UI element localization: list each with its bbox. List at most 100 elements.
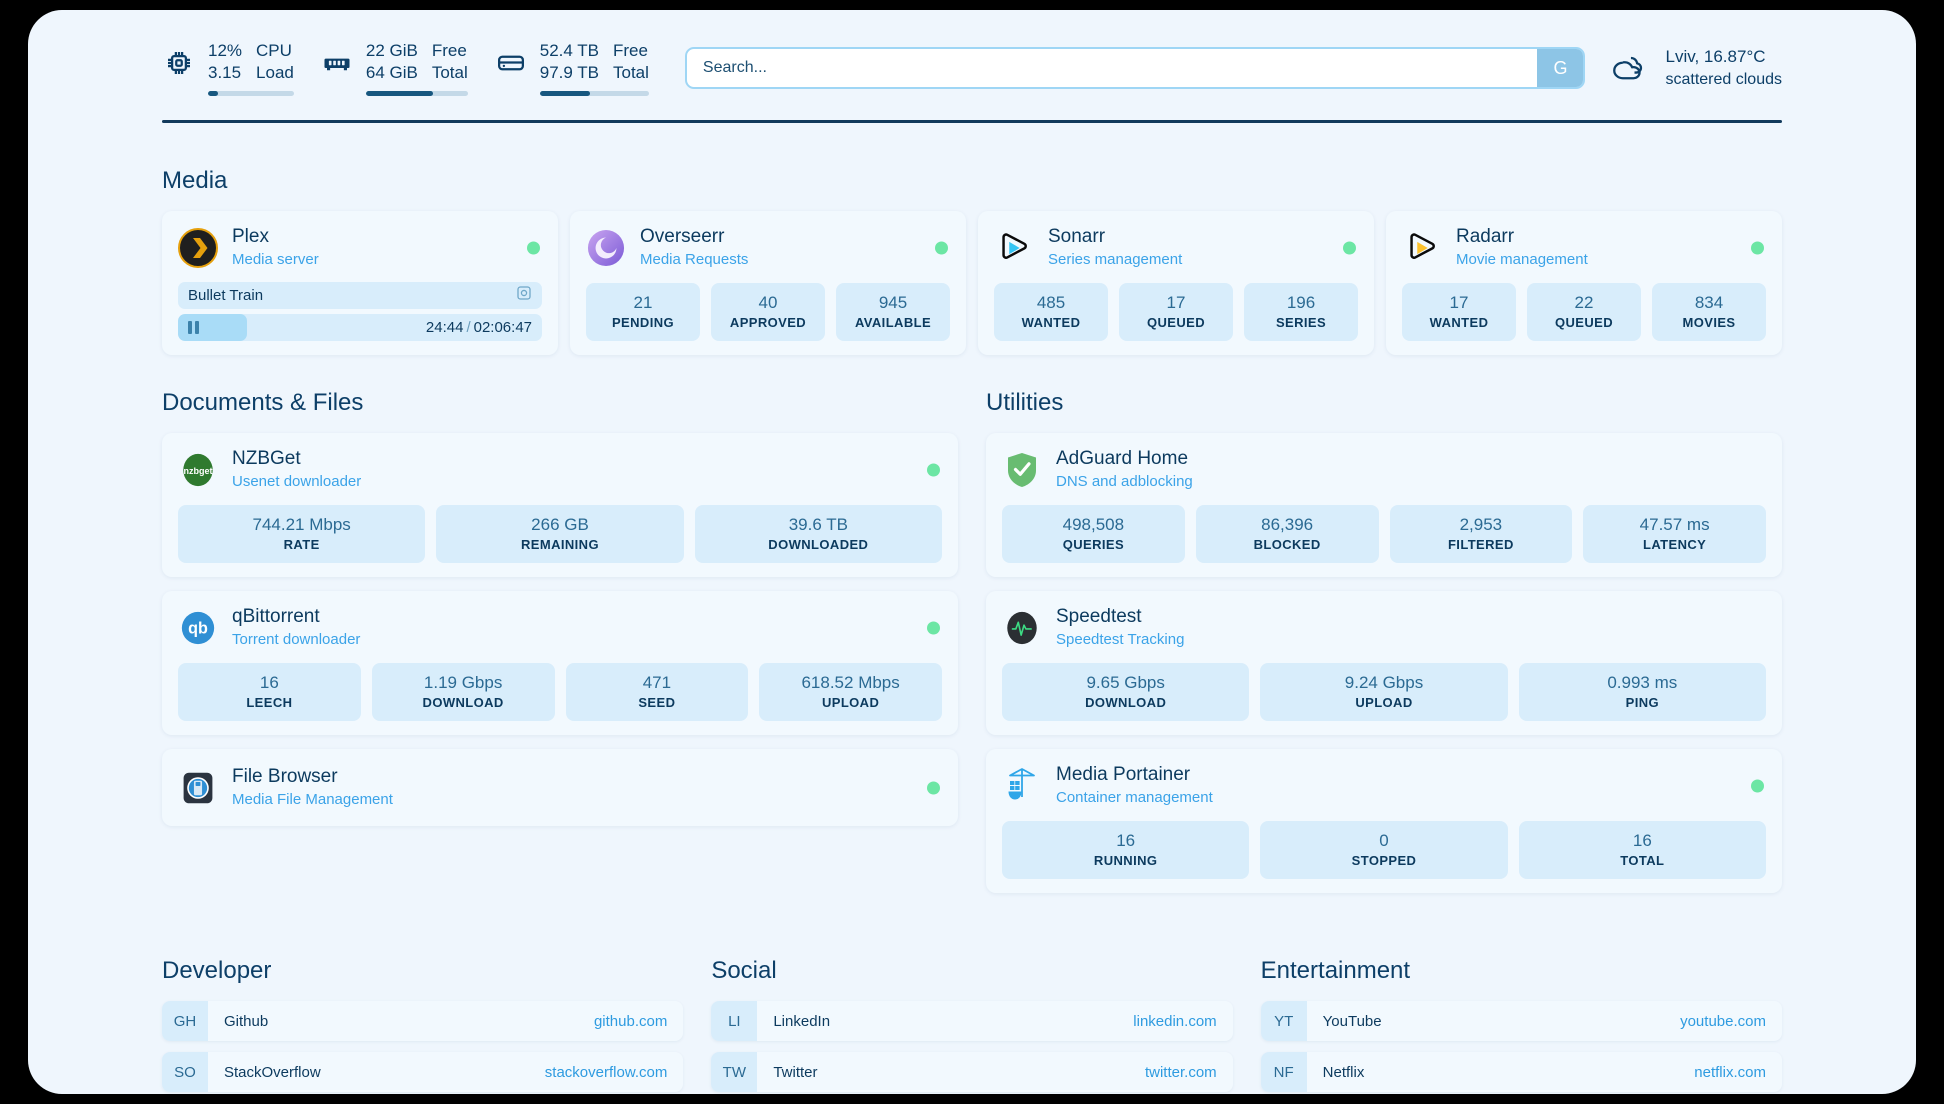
bookmark-name: Twitter — [773, 1063, 818, 1081]
stat-upload[interactable]: 9.24 Gbps UPLOAD — [1260, 663, 1508, 721]
stat-pending[interactable]: 21 PENDING — [586, 283, 700, 341]
stat-queries[interactable]: 498,508 QUERIES — [1002, 505, 1185, 563]
cpu-load-value: 3.15 — [208, 63, 242, 82]
section-title-utilities: Utilities — [986, 389, 1064, 416]
stat-remaining[interactable]: 266 GB REMAINING — [436, 505, 684, 563]
stat-label: QUEUED — [1146, 315, 1206, 330]
plex-status-badge — [527, 241, 540, 254]
stat-queued[interactable]: 22 QUEUED — [1527, 283, 1641, 341]
service-card-qbittorrent[interactable]: qb qBittorrent Torrent downloader — [162, 591, 958, 735]
bookmark-group-title: Entertainment — [1260, 957, 1411, 984]
stat-downloaded[interactable]: 39.6 TB DOWNLOADED — [694, 505, 942, 563]
stat-value: 2,953 — [1459, 515, 1503, 534]
stat-queued[interactable]: 17 QUEUED — [1119, 283, 1233, 341]
stat-upload[interactable]: 618.52 Mbps UPLOAD — [759, 663, 942, 721]
bookmark-netflix[interactable]: NF Netflix netflix.com — [1260, 1052, 1782, 1092]
weather-widget[interactable]: Lviv, 16.87°C scattered clouds — [1609, 45, 1782, 91]
search-input[interactable] — [686, 49, 1538, 87]
stat-label: UPLOAD — [1355, 695, 1413, 710]
stat-label: PING — [1625, 695, 1660, 710]
stat-wanted[interactable]: 17 WANTED — [1402, 283, 1516, 341]
stat-value: 21 — [633, 293, 653, 312]
stat-movies[interactable]: 834 MOVIES — [1652, 283, 1766, 341]
search-bar[interactable]: G — [684, 47, 1586, 89]
portainer-icon — [1002, 766, 1042, 806]
service-card-file-browser[interactable]: File Browser Media File Management — [162, 749, 958, 826]
adguard-title: AdGuard Home — [1056, 448, 1189, 469]
stat-download[interactable]: 1.19 Gbps DOWNLOAD — [371, 663, 555, 721]
bookmark-url: stackoverflow.com — [544, 1063, 668, 1081]
radarr-stats: 17 WANTED 22 QUEUED 834 MOVIES — [1402, 283, 1766, 341]
service-card-speedtest[interactable]: Speedtest Speedtest Tracking 9.65 Gbps D… — [986, 591, 1782, 735]
stat-stopped[interactable]: 0 STOPPED — [1260, 821, 1508, 879]
header-divider — [162, 120, 1782, 123]
bookmark-url: youtube.com — [1680, 1012, 1766, 1030]
stat-label: TOTAL — [1620, 853, 1665, 868]
stat-value: 9.24 Gbps — [1344, 673, 1424, 692]
service-card-radarr[interactable]: Radarr Movie management 17 WANTED 22 QUE… — [1386, 211, 1782, 355]
service-card-adguard-home[interactable]: AdGuard Home DNS and adblocking 498,508 … — [986, 433, 1782, 577]
bookmark-linkedin[interactable]: LI LinkedIn linkedin.com — [711, 1001, 1233, 1041]
search-submit-button[interactable]: G — [1537, 49, 1584, 87]
portainer-stats: 16 RUNNING 0 STOPPED 16 TOTAL — [1002, 821, 1766, 879]
stat-total[interactable]: 16 TOTAL — [1518, 821, 1766, 879]
stat-label: REMAINING — [520, 537, 599, 552]
disk-free-label: Free — [613, 41, 648, 60]
stat-approved[interactable]: 40 APPROVED — [711, 283, 825, 341]
stat-download[interactable]: 9.65 Gbps DOWNLOAD — [1002, 663, 1250, 721]
bookmark-github[interactable]: GH Github github.com — [162, 1001, 684, 1041]
stat-available[interactable]: 945 AVAILABLE — [836, 283, 950, 341]
disk-values: 52.4 TB 97.9 TB — [540, 40, 599, 84]
stat-latency[interactable]: 47.57 ms LATENCY — [1583, 505, 1766, 563]
stat-value: 47.57 ms — [1639, 515, 1710, 534]
bookmark-url: twitter.com — [1144, 1063, 1217, 1081]
memory-values: 22 GiB 64 GiB — [366, 40, 418, 84]
dashboard-content: Media Plex Media server — [162, 123, 1782, 1094]
stat-leech[interactable]: 16 LEECH — [178, 663, 361, 721]
plex-progress-bar[interactable]: 24:44/02:06:47 — [178, 314, 542, 341]
adguard-shield-icon — [1002, 450, 1042, 490]
nzbget-stats: 744.21 Mbps RATE 266 GB REMAINING 39.6 T… — [178, 505, 942, 563]
disk-free-value: 52.4 TB — [539, 41, 599, 60]
cpu-icon — [162, 46, 196, 80]
stat-seed[interactable]: 471 SEED — [565, 663, 749, 721]
stat-ping[interactable]: 0.993 ms PING — [1518, 663, 1766, 721]
bookmark-youtube[interactable]: YT YouTube youtube.com — [1260, 1001, 1782, 1041]
stat-running[interactable]: 16 RUNNING — [1002, 821, 1250, 879]
stat-label: LATENCY — [1643, 537, 1707, 552]
stat-blocked[interactable]: 86,396 BLOCKED — [1195, 505, 1379, 563]
overseerr-subtitle: Media Requests — [640, 251, 749, 268]
bookmark-stackoverflow[interactable]: SO StackOverflow stackoverflow.com — [162, 1052, 684, 1092]
weather-condition: scattered clouds — [1665, 71, 1782, 88]
disk-stat-group: 52.4 TB 97.9 TB Free Total — [494, 40, 649, 96]
stat-filtered[interactable]: 2,953 FILTERED — [1389, 505, 1573, 563]
bookmarks-area: Developer GH Github github.com SO StackO… — [162, 957, 1782, 1094]
memory-usage-bar — [365, 91, 468, 96]
stat-label: DOWNLOAD — [1085, 695, 1167, 710]
pause-icon[interactable] — [188, 321, 199, 334]
cast-icon[interactable] — [516, 285, 532, 306]
qbittorrent-status-badge — [927, 621, 940, 634]
stat-rate[interactable]: 744.21 Mbps RATE — [178, 505, 426, 563]
sonarr-title: Sonarr — [1048, 226, 1106, 247]
stat-label: QUERIES — [1062, 537, 1125, 552]
memory-total-label: Total — [431, 63, 468, 82]
stat-series[interactable]: 196 SERIES — [1244, 283, 1358, 341]
stat-label: SERIES — [1275, 315, 1327, 330]
service-card-plex[interactable]: Plex Media server Bullet Train — [162, 211, 558, 355]
bookmark-twitter[interactable]: TW Twitter twitter.com — [711, 1052, 1233, 1092]
stat-value: 86,396 — [1261, 515, 1314, 534]
bookmark-abbr: LI — [711, 1001, 758, 1041]
section-documents: Documents & Files nzbget — [162, 389, 958, 893]
memory-labels: Free Total — [432, 40, 468, 84]
file-browser-title: File Browser — [232, 766, 338, 787]
service-card-overseerr[interactable]: Overseerr Media Requests 21 PENDING 40 A… — [570, 211, 966, 355]
stat-value: 16 — [1632, 831, 1652, 850]
stat-label: QUEUED — [1554, 315, 1614, 330]
service-card-nzbget[interactable]: nzbget NZBGet Usenet downloader — [162, 433, 958, 577]
stat-wanted[interactable]: 485 WANTED — [994, 283, 1108, 341]
plex-subtitle: Media server — [232, 251, 319, 268]
service-card-sonarr[interactable]: Sonarr Series management 485 WANTED 17 Q… — [978, 211, 1374, 355]
service-card-media-portainer[interactable]: Media Portainer Container management 16 … — [986, 749, 1782, 893]
sonarr-icon — [994, 228, 1034, 268]
